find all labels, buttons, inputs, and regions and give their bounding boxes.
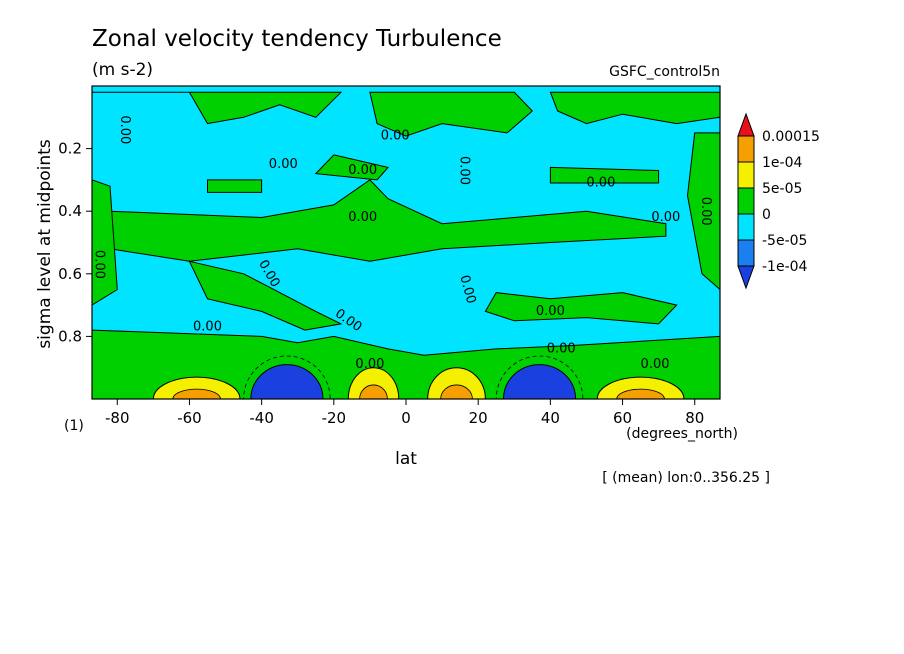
colorbar-label: 1e-04 [762,155,802,171]
x-axis-label: lat [395,449,417,469]
contour-label: 0.00 [348,163,377,178]
contour-label: 0.00 [651,210,680,225]
x-tick-label: -40 [249,409,274,427]
colorbar-label: -5e-05 [762,233,807,249]
chart-title: Zonal velocity tendency Turbulence [92,26,502,52]
footnote: [ (mean) lon:0..356.25 ] [602,470,770,486]
experiment-label: GSFC_control5n [609,64,720,80]
y-tick-label: 0.8 [58,327,82,345]
negative-tendency-region [250,364,324,399]
positive-tendency-region [347,367,400,399]
contour-band [549,166,660,184]
strong-positive-region [172,388,221,399]
colorbar: 0.00015 1e-04 5e-05 0 -5e-05 -1e-04 [737,112,820,290]
y-index-label: (1) [64,418,84,434]
colorbar-label: 0 [762,207,771,223]
contour-label: 0.00 [381,129,410,144]
colorbar-segment [737,213,755,241]
contour-band [314,154,389,181]
x-tick-label: 0 [401,409,411,427]
strong-positive-region [440,384,473,399]
chart-units: (m s-2) [92,60,153,80]
x-tick-label: 40 [541,409,560,427]
contour-label: 0.00 [193,320,222,335]
y-axis: 0.2 0.4 0.6 0.8 [58,140,92,345]
contour-label: 0.00 [348,210,377,225]
contour-band [369,91,534,137]
negative-tendency-region [502,364,577,399]
y-tick-label: 0.6 [58,265,82,283]
colorbar-label: 5e-05 [762,181,802,197]
x-tick-label: -80 [105,409,130,427]
positive-tendency-region [427,367,486,399]
contour-label: 0.00 [456,274,478,306]
colorbar-segment [737,161,755,189]
strong-positive-region [359,384,388,399]
x-units-label: (degrees_north) [626,426,738,442]
contour-label: 0.00 [269,157,298,172]
x-tick-label: 60 [613,409,632,427]
strong-positive-region [616,388,665,399]
contour-band [92,91,343,125]
y-tick-label: 0.2 [58,140,82,158]
contour-band [109,179,667,262]
colorbar-label: 0.00015 [762,129,820,145]
contour-label: 0.00 [547,341,576,356]
contour-band [207,179,263,193]
colorbar-label: -1e-04 [762,259,808,275]
x-axis: -80 -60 -40 -20 0 20 40 60 80 [105,399,704,427]
contour-band [686,132,720,291]
x-tick-label: 20 [469,409,488,427]
contour-band [484,292,678,325]
x-tick-label: -60 [177,409,202,427]
plot-area: 0.00 0.00 0.00 0.00 0.00 0.00 0.00 0.00 0.00 0.00… [92,86,720,399]
colorbar-segment [737,187,755,215]
colorbar-top-arrow [737,112,755,137]
contour-band [92,179,118,306]
colorbar-bottom-arrow [737,265,755,290]
y-tick-label: 0.4 [58,202,82,220]
contour-band [188,260,343,331]
contour-label: 0.00 [641,357,670,372]
contour-label: 0.00 [92,250,107,279]
contour-label: 0.00 [536,304,565,319]
contour-label: 0.00 [698,197,713,226]
x-tick-label: 80 [685,409,704,427]
colorbar-segment [737,239,755,267]
x-tick-label: -20 [322,409,347,427]
contour-label: 0.00 [355,357,384,372]
contour-label: 0.00 [586,176,615,191]
contour-label: 0.00 [117,115,132,144]
y-axis-label: sigma level at midpoints [35,139,55,348]
contour-label: 0.00 [456,156,471,185]
colorbar-segment [737,135,755,163]
surface-features [152,355,685,399]
contour-band [549,91,720,125]
